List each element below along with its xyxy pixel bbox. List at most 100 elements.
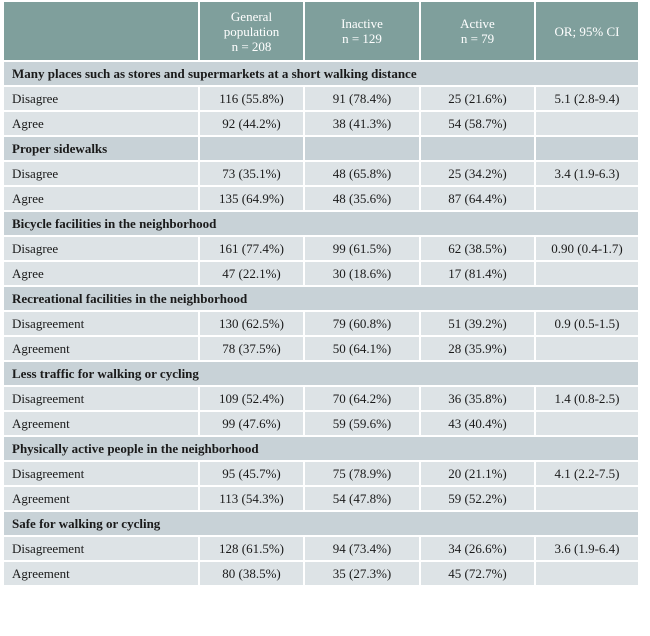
cell-inactive: 48 (35.6%) — [303, 185, 421, 212]
table-row: Agree 92 (44.2%) 38 (41.3%) 54 (58.7%) — [2, 110, 640, 137]
cell-general: 80 (38.5%) — [198, 560, 305, 587]
cell-general: 73 (35.1%) — [198, 160, 305, 187]
section-row: Physically active people in the neighbor… — [2, 435, 640, 462]
cell-inactive: 50 (64.1%) — [303, 335, 421, 362]
cell-label: Disagree — [2, 235, 200, 262]
table-row: Disagree 116 (55.8%) 91 (78.4%) 25 (21.6%) 5… — [2, 85, 640, 112]
header-line: Active — [460, 16, 495, 31]
cell-or — [534, 185, 640, 212]
cell-or — [534, 260, 640, 287]
cell-general: 109 (52.4%) — [198, 385, 305, 412]
section-row: Bicycle facilities in the neighborhood — [2, 210, 640, 237]
cell-or: 1.4 (0.8-2.5) — [534, 385, 640, 412]
cell-or — [534, 560, 640, 587]
empty-cell — [419, 135, 536, 162]
cell-inactive: 91 (78.4%) — [303, 85, 421, 112]
section-title: Less traffic for walking or cycling — [2, 360, 640, 387]
table-row: Agreement 113 (54.3%) 54 (47.8%) 59 (52.2%) — [2, 485, 640, 512]
header-line: n = 129 — [342, 31, 382, 46]
cell-active: 36 (35.8%) — [419, 385, 536, 412]
cell-general: 92 (44.2%) — [198, 110, 305, 137]
table-row: Disagree 161 (77.4%) 99 (61.5%) 62 (38.5%) 0… — [2, 235, 640, 262]
section-title: Physically active people in the neighbor… — [2, 435, 640, 462]
header-active: Active n = 79 — [419, 0, 536, 62]
section-row: Safe for walking or cycling — [2, 510, 640, 537]
section-row: Many places such as stores and supermark… — [2, 60, 640, 87]
cell-label: Agree — [2, 110, 200, 137]
table-row: Agreement 99 (47.6%) 59 (59.6%) 43 (40.4%) — [2, 410, 640, 437]
cell-general: 161 (77.4%) — [198, 235, 305, 262]
empty-cell — [303, 135, 421, 162]
table-row: Disagreement 128 (61.5%) 94 (73.4%) 34 (26.… — [2, 535, 640, 562]
cell-or — [534, 110, 640, 137]
empty-cell — [534, 135, 640, 162]
cell-label: Disagree — [2, 85, 200, 112]
cell-active: 59 (52.2%) — [419, 485, 536, 512]
cell-inactive: 70 (64.2%) — [303, 385, 421, 412]
cell-general: 95 (45.7%) — [198, 460, 305, 487]
cell-label: Agreement — [2, 560, 200, 587]
cell-active: 17 (81.4%) — [419, 260, 536, 287]
header-line: population — [223, 23, 280, 39]
cell-inactive: 75 (78.9%) — [303, 460, 421, 487]
cell-general: 130 (62.5%) — [198, 310, 305, 337]
header-empty — [2, 0, 200, 62]
cell-label: Agreement — [2, 485, 200, 512]
cell-label: Agreement — [2, 410, 200, 437]
cell-general: 99 (47.6%) — [198, 410, 305, 437]
cell-label: Agree — [2, 260, 200, 287]
header-or-ci: OR; 95% CI — [534, 0, 640, 62]
section-title: Bicycle facilities in the neighborhood — [2, 210, 640, 237]
header-row: General population n = 208 Inactive n = 129… — [2, 0, 640, 62]
section-title: Proper sidewalks — [2, 135, 200, 162]
table-row: Agree 47 (22.1%) 30 (18.6%) 17 (81.4%) — [2, 260, 640, 287]
cell-label: Agree — [2, 185, 200, 212]
cell-or: 0.90 (0.4-1.7) — [534, 235, 640, 262]
cell-inactive: 99 (61.5%) — [303, 235, 421, 262]
cell-general: 116 (55.8%) — [198, 85, 305, 112]
table-row: Disagreement 130 (62.5%) 79 (60.8%) 51 (39.… — [2, 310, 640, 337]
cell-or — [534, 335, 640, 362]
table-row: Agreement 80 (38.5%) 35 (27.3%) 45 (72.7%) — [2, 560, 640, 587]
cell-inactive: 48 (65.8%) — [303, 160, 421, 187]
cell-or: 4.1 (2.2-7.5) — [534, 460, 640, 487]
header-inactive: Inactive n = 129 — [303, 0, 421, 62]
cell-label: Disagree — [2, 160, 200, 187]
table-row: Agreement 78 (37.5%) 50 (64.1%) 28 (35.9%) — [2, 335, 640, 362]
empty-cell — [198, 135, 305, 162]
cell-label: Disagreement — [2, 460, 200, 487]
cell-or — [534, 485, 640, 512]
section-row: Less traffic for walking or cycling — [2, 360, 640, 387]
header-line: n = 79 — [460, 31, 495, 46]
cell-inactive: 79 (60.8%) — [303, 310, 421, 337]
cell-active: 62 (38.5%) — [419, 235, 536, 262]
cell-inactive: 59 (59.6%) — [303, 410, 421, 437]
cell-active: 34 (26.6%) — [419, 535, 536, 562]
section-title: Safe for walking or cycling — [2, 510, 640, 537]
table-row: Disagree 73 (35.1%) 48 (65.8%) 25 (34.2%) 3.… — [2, 160, 640, 187]
cell-inactive: 54 (47.8%) — [303, 485, 421, 512]
cell-active: 87 (64.4%) — [419, 185, 536, 212]
cell-general: 135 (64.9%) — [198, 185, 305, 212]
cell-inactive: 94 (73.4%) — [303, 535, 421, 562]
cell-or: 3.4 (1.9-6.3) — [534, 160, 640, 187]
cell-general: 78 (37.5%) — [198, 335, 305, 362]
cell-active: 51 (39.2%) — [419, 310, 536, 337]
cell-inactive: 35 (27.3%) — [303, 560, 421, 587]
section-title: Recreational facilities in the neighborh… — [2, 285, 640, 312]
cell-active: 25 (34.2%) — [419, 160, 536, 187]
cell-inactive: 30 (18.6%) — [303, 260, 421, 287]
cell-general: 47 (22.1%) — [198, 260, 305, 287]
header-line: General — [230, 8, 273, 24]
table-row: Disagreement 109 (52.4%) 70 (64.2%) 36 (35.… — [2, 385, 640, 412]
table-row: Agree 135 (64.9%) 48 (35.6%) 87 (64.4%) — [2, 185, 640, 212]
cell-active: 54 (58.7%) — [419, 110, 536, 137]
cell-active: 25 (21.6%) — [419, 85, 536, 112]
results-table: General population n = 208 Inactive n = 129… — [2, 0, 640, 587]
cell-or: 3.6 (1.9-6.4) — [534, 535, 640, 562]
cell-or — [534, 410, 640, 437]
table-row: Disagreement 95 (45.7%) 75 (78.9%) 20 (21.1… — [2, 460, 640, 487]
cell-general: 128 (61.5%) — [198, 535, 305, 562]
cell-or: 5.1 (2.8-9.4) — [534, 85, 640, 112]
cell-active: 20 (21.1%) — [419, 460, 536, 487]
